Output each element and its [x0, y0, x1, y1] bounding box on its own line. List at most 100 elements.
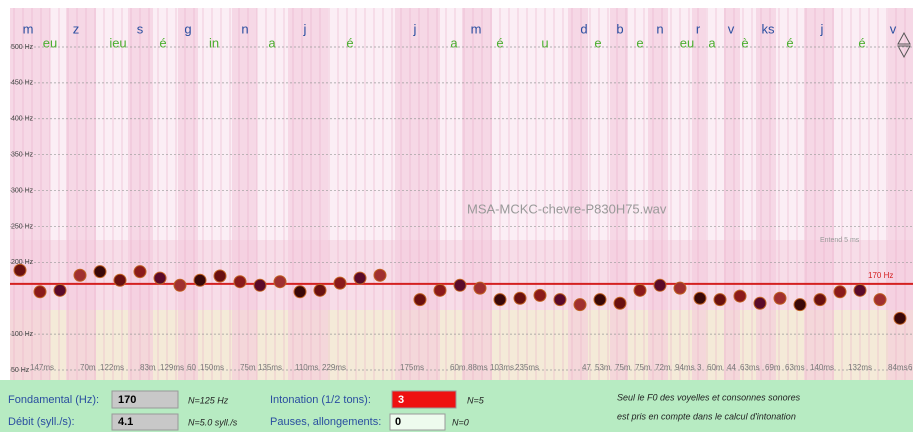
pitch-point — [533, 288, 547, 302]
pause-label: Pauses, allongements: — [270, 416, 381, 428]
scroll-up[interactable] — [897, 31, 911, 45]
segment-band — [648, 8, 668, 380]
f0-box — [111, 390, 179, 409]
consonant-label: g — [184, 21, 191, 36]
pitch-point — [93, 265, 107, 279]
consonant-label: z — [73, 21, 80, 36]
pitch-point — [433, 283, 447, 297]
pitch-point — [253, 278, 267, 292]
vowel-label: é — [858, 35, 865, 50]
y-tick-label: 350 Hz — [11, 152, 34, 159]
pitch-point — [853, 283, 867, 297]
f0-norm: N=125 Hz — [188, 395, 229, 405]
inton-value: 3 — [398, 394, 404, 406]
consonant-label: ks — [762, 21, 776, 36]
segment-band — [610, 8, 628, 380]
vowel-label: é — [786, 35, 793, 50]
vowel-label: in — [209, 35, 219, 50]
pitch-point — [773, 291, 787, 305]
pitch-point — [313, 283, 327, 297]
consonant-label: v — [728, 21, 735, 36]
pitch-point — [333, 276, 347, 290]
vowel-label: a — [268, 35, 276, 50]
vowel-label: eu — [680, 35, 694, 50]
segment-band — [178, 8, 198, 380]
filename: MSA-MCKC-chevre-P830H75.wav — [467, 201, 667, 216]
consonant-label: n — [241, 21, 248, 36]
duration-label: 63ms — [785, 363, 805, 372]
pitch-point — [513, 291, 527, 305]
pitch-point — [813, 293, 827, 307]
pitch-point — [633, 283, 647, 297]
duration-label: 75m — [240, 363, 256, 372]
pitch-point — [173, 278, 187, 292]
y-tick-label: 50 Hz — [11, 367, 30, 374]
vowel-label: é — [346, 35, 353, 50]
duration-label: 60m — [450, 363, 466, 372]
y-tick-label: 450 Hz — [11, 80, 34, 87]
segment-band — [724, 8, 740, 380]
pitch-point — [673, 281, 687, 295]
segment-band — [804, 8, 834, 380]
vowel-label: a — [450, 35, 458, 50]
pitch-point — [113, 273, 127, 287]
pitch-point — [553, 293, 567, 307]
duration-label: 94ms — [675, 363, 695, 372]
pitch-point — [233, 275, 247, 289]
vowel-label: eu — [43, 35, 57, 50]
duration-label: 110ms — [295, 363, 318, 372]
pitch-point — [193, 273, 207, 287]
duration-label: 75m — [615, 363, 631, 372]
duration-label: 175ms — [400, 363, 424, 372]
pause-value: 0 — [395, 416, 401, 428]
rate-box — [111, 413, 179, 431]
pitch-point — [873, 293, 887, 307]
f0-value: 170 — [118, 394, 136, 406]
pitch-point — [373, 268, 387, 282]
vowel-label: é — [496, 35, 503, 50]
vowel-label: e — [594, 35, 601, 50]
vowel-label: e — [636, 35, 643, 50]
vowel-label: è — [741, 35, 748, 50]
inton-label: Intonation (1/2 tons): — [270, 394, 371, 406]
pitch-point — [653, 278, 667, 292]
duration-label: 235ms — [515, 363, 539, 372]
pitch-point — [613, 296, 627, 310]
f0-label: Fondamental (Hz): — [8, 394, 99, 406]
duration-label: 103ms — [490, 363, 514, 372]
segment-band — [462, 8, 492, 380]
segment-band — [10, 8, 50, 380]
consonant-label: n — [656, 21, 663, 36]
pause-box — [389, 413, 446, 431]
rate-value: 4.1 — [118, 416, 133, 428]
note-2: est pris en compte dans le calcul d'into… — [617, 411, 796, 421]
consonant-label: v — [890, 21, 897, 36]
duration-label: 75m — [635, 363, 651, 372]
inton-norm: N=5 — [467, 395, 485, 405]
vowel-label: u — [541, 35, 548, 50]
duration-label: 53m — [595, 363, 611, 372]
segment-band — [692, 8, 706, 380]
segment-band — [568, 8, 588, 380]
duration-label: 135ms — [258, 363, 282, 372]
duration-label: 63ms — [740, 363, 760, 372]
segment-band — [66, 8, 96, 380]
pitch-point — [753, 296, 767, 310]
vowel-label: a — [708, 35, 716, 50]
scroll-down[interactable] — [897, 45, 911, 59]
y-tick-label: 500 Hz — [11, 44, 34, 51]
consonant-label: j — [303, 21, 307, 36]
y-tick-label: 250 Hz — [11, 223, 34, 230]
y-tick-label: 200 Hz — [11, 259, 34, 266]
duration-label: 88ms — [468, 363, 488, 372]
mean-label: 170 Hz — [868, 271, 893, 280]
vowel-label: ieu — [109, 35, 126, 50]
duration-label: 44 — [727, 363, 736, 372]
consonant-label: m — [471, 21, 482, 36]
pitch-point — [413, 293, 427, 307]
pitch-point — [73, 268, 87, 282]
pitch-point — [493, 293, 507, 307]
duration-label: 69m — [765, 363, 781, 372]
duration-label: 6 — [908, 363, 913, 372]
